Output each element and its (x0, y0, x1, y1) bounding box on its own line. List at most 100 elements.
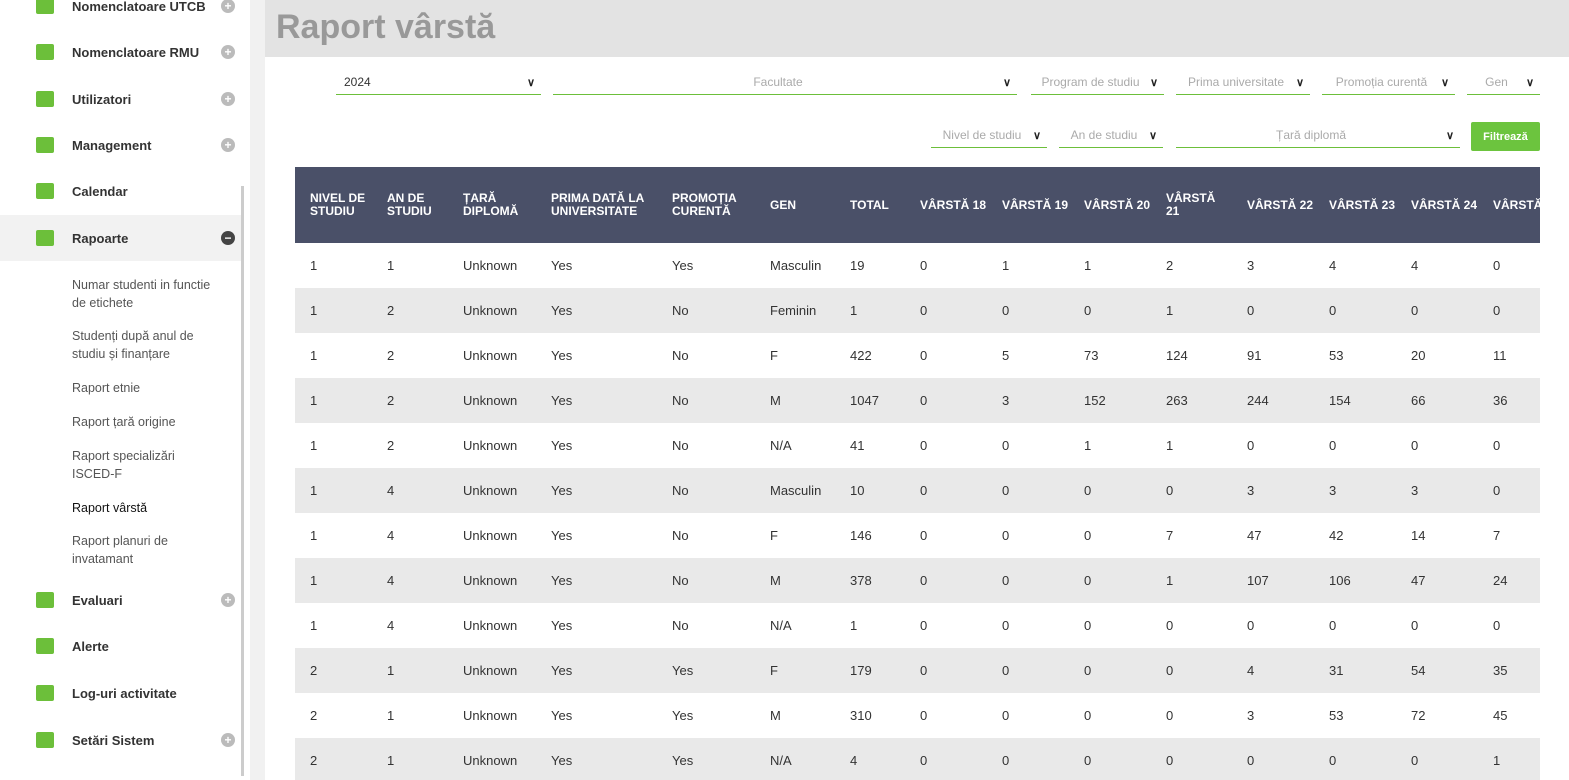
table-cell: 0 (987, 648, 1069, 693)
column-header[interactable]: PRIMA DATĂ LA UNIVERSITATE (536, 167, 657, 243)
menu-item[interactable]: Setări Sistem + (0, 717, 241, 763)
table-cell: 0 (1396, 738, 1478, 780)
table-cell: 244 (1232, 378, 1314, 423)
filter-select[interactable]: Gen ∨ (1467, 70, 1540, 95)
table-cell: 0 (1247, 618, 1255, 633)
submenu-item[interactable]: Raport specializări ISCED-F (72, 449, 175, 481)
menu-label: Nomenclatoare RMU (72, 44, 200, 60)
menu-item[interactable]: Alerte (0, 623, 241, 669)
table-cell: 19 (850, 258, 865, 273)
column-header[interactable]: VÂRSTĂ 25 (1478, 167, 1540, 243)
filter-select[interactable]: Promoția curentă ∨ (1322, 70, 1455, 95)
menu-item[interactable]: Evaluari + (0, 577, 241, 623)
header-row: NIVEL DE STUDIU AN DE STUDIU ȚARĂ DIPLOMĂ P… (295, 167, 1540, 243)
menu-icon (36, 137, 54, 153)
table-cell: No (672, 348, 689, 363)
table-cell: Yes (536, 558, 657, 603)
column-header[interactable]: AN DE STUDIU (372, 167, 448, 243)
table-cell: 0 (920, 348, 928, 363)
table-cell: 263 (1151, 378, 1232, 423)
menu-item[interactable]: Management + (0, 122, 241, 168)
table-cell: 7 (1166, 528, 1174, 543)
column-header[interactable]: VÂRSTĂ 19 (987, 167, 1069, 243)
column-header[interactable]: GEN (755, 167, 835, 243)
table-cell: Masculin (755, 468, 835, 513)
expand-icon: + (221, 138, 235, 152)
menu-item[interactable]: Rapoarte − (0, 215, 241, 261)
table-cell: Unknown (463, 438, 518, 453)
column-header[interactable]: VÂRSTĂ 23 (1314, 167, 1396, 243)
table-cell: 42 (1329, 528, 1344, 543)
table-cell: 0 (1232, 738, 1314, 780)
table-row: 1 2 Unknown Yes No F 422 0 5 73 124 91 53 20 11 (295, 333, 1540, 378)
table-cell: Yes (672, 708, 694, 723)
table-cell: 1 (1166, 438, 1174, 453)
menu-item[interactable]: Nomenclatoare UTCB + (0, 0, 241, 29)
table-row: 1 2 Unknown Yes No M 1047 0 3 152 263 244 154 66 36 (295, 378, 1540, 423)
submenu-item[interactable]: Raport etnie (72, 381, 141, 395)
submenu-item[interactable]: Numar studenti in functie de etichete (72, 278, 211, 310)
table-cell: Unknown (448, 468, 536, 513)
filter-select[interactable]: Facultate ∨ (553, 70, 1017, 95)
table-cell: 7 (1493, 528, 1501, 543)
table-cell: 47 (1396, 558, 1478, 603)
table-cell: Unknown (448, 648, 536, 693)
table-cell: 146 (850, 528, 872, 543)
filter-button[interactable]: Filtrează (1471, 122, 1540, 151)
table-cell: 4 (1411, 258, 1419, 273)
table-cell: Unknown (463, 618, 518, 633)
table-cell: 10 (835, 468, 905, 513)
column-header[interactable]: ȚARĂ DIPLOMĂ (448, 167, 536, 243)
table-cell: 35 (1478, 648, 1540, 693)
table-cell: 47 (1247, 528, 1262, 543)
submenu-item[interactable]: Studenți după anul de studiu și finanțar… (72, 329, 194, 361)
submenu-item[interactable]: Raport țară origine (72, 415, 176, 429)
table-cell: 0 (1084, 618, 1092, 633)
table-cell: 4 (372, 558, 448, 603)
filter-select[interactable]: Prima universitate ∨ (1176, 70, 1310, 95)
table-cell: N/A (770, 438, 792, 453)
menu-item[interactable]: Calendar (0, 168, 241, 214)
filter-value: Promoția curentă (1335, 75, 1428, 89)
menu-item[interactable]: Utilizatori + (0, 76, 241, 122)
column-header[interactable]: VÂRSTĂ 24 (1396, 167, 1478, 243)
table-cell: 1 (310, 348, 318, 363)
table-cell: Yes (657, 648, 755, 693)
filter-select[interactable]: Țară diplomă ∨ (1176, 123, 1460, 148)
submenu-item[interactable]: Raport vârstă (72, 501, 148, 515)
column-header[interactable]: VÂRSTĂ 18 (905, 167, 987, 243)
column-header[interactable]: NIVEL DE STUDIU (295, 167, 372, 243)
filter-select[interactable]: Nivel de studiu ∨ (931, 123, 1047, 148)
table-cell: 24 (1478, 558, 1540, 603)
expand-icon: + (221, 45, 235, 59)
table-cell: 1 (295, 288, 372, 333)
submenu-item[interactable]: Raport planuri de invatamant (72, 534, 168, 566)
table-cell: 0 (987, 288, 1069, 333)
column-header[interactable]: VÂRSTĂ 22 (1232, 167, 1314, 243)
menu-icon (36, 0, 54, 14)
table-cell: Yes (536, 648, 657, 693)
column-header[interactable]: PROMOȚIA CURENTĂ (657, 167, 755, 243)
menu-item[interactable]: Nomenclatoare RMU + (0, 29, 241, 75)
table-cell: Unknown (448, 738, 536, 780)
table-cell: 1 (310, 438, 318, 453)
table-cell: Yes (672, 258, 694, 273)
filter-select[interactable]: 2024 ∨ (336, 70, 541, 95)
menu-item[interactable]: Log-uri activitate (0, 670, 241, 716)
filter-select[interactable]: An de studiu ∨ (1059, 123, 1163, 148)
table-cell: 0 (1069, 648, 1151, 693)
chevron: ∨ (1446, 129, 1455, 142)
table-cell: 11 (1493, 348, 1507, 363)
table-cell: 2 (387, 438, 395, 453)
column-header[interactable]: VÂRSTĂ 20 (1069, 167, 1151, 243)
menu-label: Setări Sistem (72, 732, 155, 748)
expand-icon: + (221, 733, 235, 747)
table-cell: 3 (1247, 258, 1255, 273)
table-cell: 0 (1084, 708, 1092, 723)
filter-select[interactable]: Program de studiu ∨ (1031, 70, 1164, 95)
header: Raport vârstă (265, 0, 1569, 57)
column-header[interactable]: TOTAL (835, 167, 905, 243)
table-cell: 310 (850, 708, 872, 723)
column-header[interactable]: VÂRSTĂ 21 (1151, 167, 1232, 243)
